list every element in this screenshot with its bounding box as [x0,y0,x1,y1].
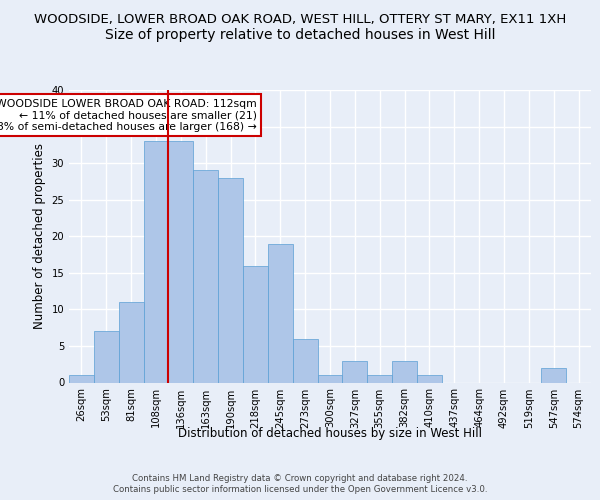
Bar [69,375,94,382]
Bar [392,360,417,382]
Bar [541,368,566,382]
Text: WOODSIDE LOWER BROAD OAK ROAD: 112sqm
← 11% of detached houses are smaller (21)
: WOODSIDE LOWER BROAD OAK ROAD: 112sqm ← … [0,99,257,132]
Bar [169,141,193,382]
Bar [293,338,317,382]
Bar [193,170,218,382]
Text: Size of property relative to detached houses in West Hill: Size of property relative to detached ho… [105,28,495,42]
Bar [143,141,169,382]
Text: Distribution of detached houses by size in West Hill: Distribution of detached houses by size … [178,428,482,440]
Bar [218,178,243,382]
Bar [94,332,119,382]
Bar [268,244,293,382]
Bar [343,360,367,382]
Text: Contains HM Land Registry data © Crown copyright and database right 2024.: Contains HM Land Registry data © Crown c… [132,474,468,483]
Bar [417,375,442,382]
Bar [367,375,392,382]
Text: Contains public sector information licensed under the Open Government Licence v3: Contains public sector information licen… [113,485,487,494]
Bar [243,266,268,382]
Bar [317,375,343,382]
Text: WOODSIDE, LOWER BROAD OAK ROAD, WEST HILL, OTTERY ST MARY, EX11 1XH: WOODSIDE, LOWER BROAD OAK ROAD, WEST HIL… [34,12,566,26]
Bar [119,302,143,382]
Y-axis label: Number of detached properties: Number of detached properties [33,143,46,329]
